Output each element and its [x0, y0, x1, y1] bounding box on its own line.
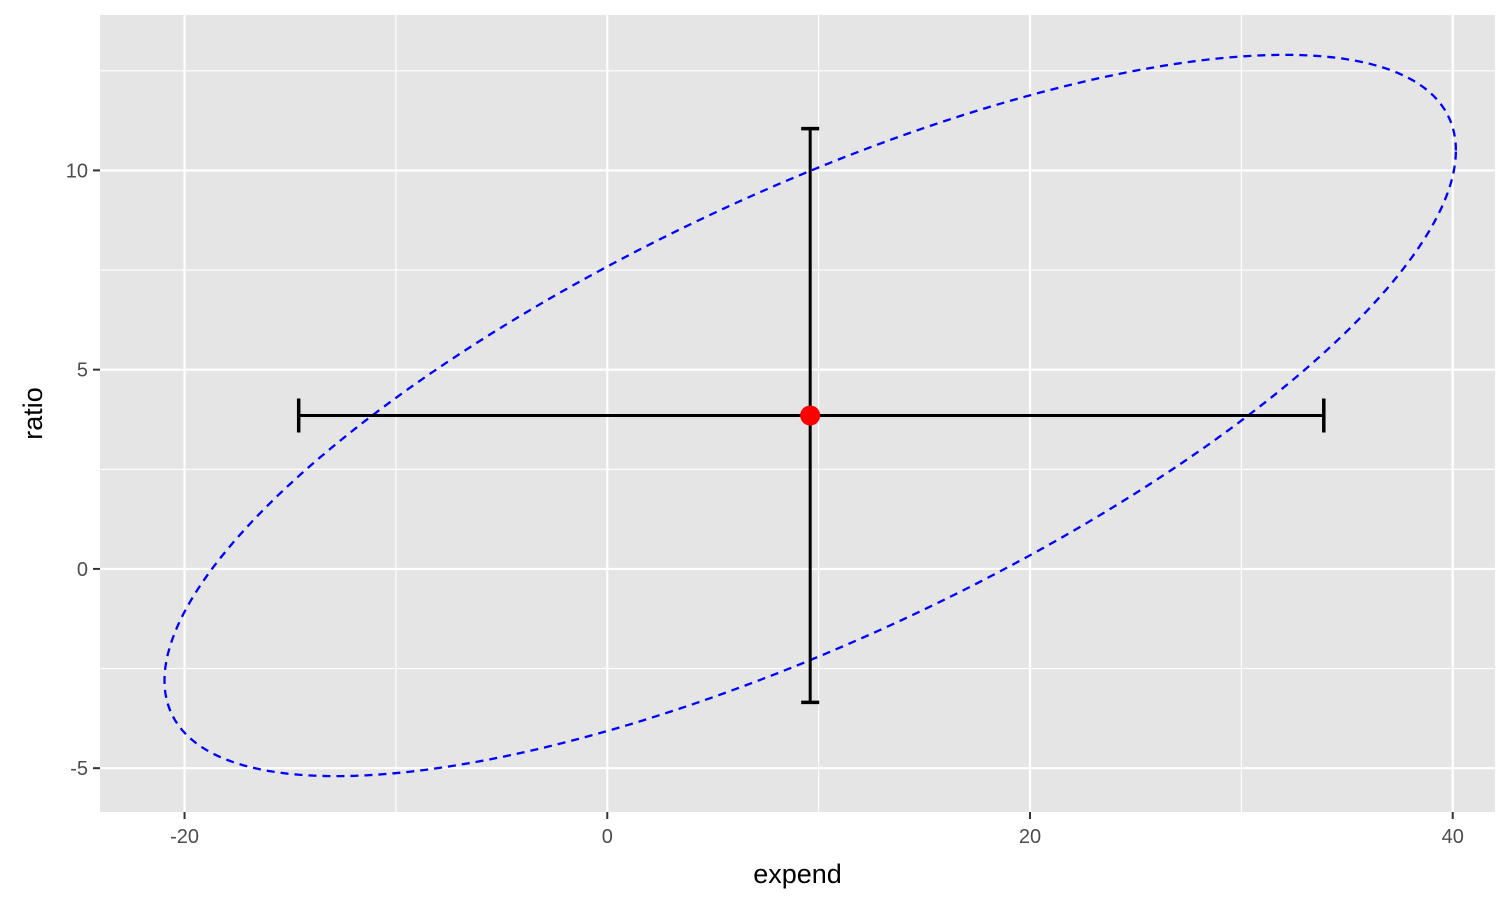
y-tick-label: 10 — [66, 160, 88, 182]
x-tick-label: 0 — [602, 826, 613, 848]
x-tick-label: 40 — [1442, 826, 1464, 848]
y-tick-label: -5 — [70, 758, 88, 780]
confidence-ellipse — [163, 53, 1458, 778]
x-axis-title: expend — [753, 859, 842, 889]
plot-panel — [100, 15, 1495, 812]
mean-point — [800, 405, 821, 426]
x-tick-label: -20 — [170, 826, 199, 848]
minor-gridlines — [100, 15, 1495, 812]
y-axis-ticks: -5 0 5 10 — [66, 160, 100, 780]
x-tick-label: 20 — [1019, 826, 1041, 848]
major-gridlines — [100, 15, 1495, 812]
x-axis-ticks: -20 0 20 40 — [170, 812, 1464, 848]
y-tick-label: 5 — [77, 360, 88, 382]
y-axis-title: ratio — [18, 387, 48, 440]
y-tick-label: 0 — [77, 559, 88, 581]
